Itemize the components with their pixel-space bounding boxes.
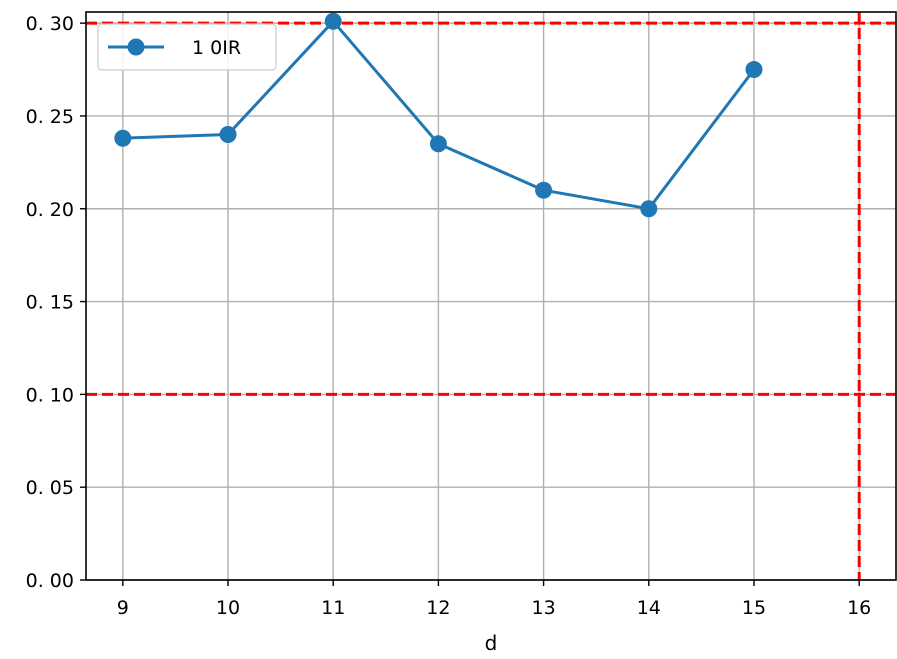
y-tick-label: 0. 25: [26, 106, 74, 128]
x-tick-label: 13: [532, 597, 556, 619]
legend: 1 0IR: [97, 23, 277, 71]
legend-box: [97, 23, 277, 71]
x-tick-label: 12: [426, 597, 450, 619]
data-point: [114, 129, 132, 147]
data-point: [640, 200, 658, 218]
x-tick-label: 11: [321, 597, 345, 619]
x-tick-label: 10: [216, 597, 240, 619]
x-tick-label: 14: [637, 597, 661, 619]
x-tick-label: 9: [117, 597, 129, 619]
data-point: [745, 61, 763, 79]
reference-lines: [86, 12, 896, 580]
y-tick-label: 0. 05: [26, 477, 74, 499]
y-tick-label: 0. 30: [26, 13, 74, 35]
y-tick-label: 0. 10: [26, 384, 74, 406]
data-point: [219, 126, 237, 144]
series-layer: [114, 12, 763, 218]
x-tick-label: 16: [847, 597, 871, 619]
x-tick-label: 15: [742, 597, 766, 619]
plot-frame: [85, 11, 897, 581]
legend-label: 1 0IR: [192, 37, 241, 59]
legend-marker-swatch: [127, 38, 145, 56]
y-tick-label: 0. 20: [26, 199, 74, 221]
y-tick-label: 0. 00: [26, 570, 74, 592]
axes: 9 10 11 12 13 14 15 16 0. 00 0. 05 0. 10 0. 15 0. 20…: [26, 11, 897, 619]
plot-background: [86, 12, 896, 580]
y-tick-label: 0. 15: [26, 292, 74, 314]
x-axis-title: d: [485, 631, 498, 655]
data-point: [429, 135, 447, 153]
data-point: [324, 12, 342, 30]
data-point: [535, 181, 553, 199]
